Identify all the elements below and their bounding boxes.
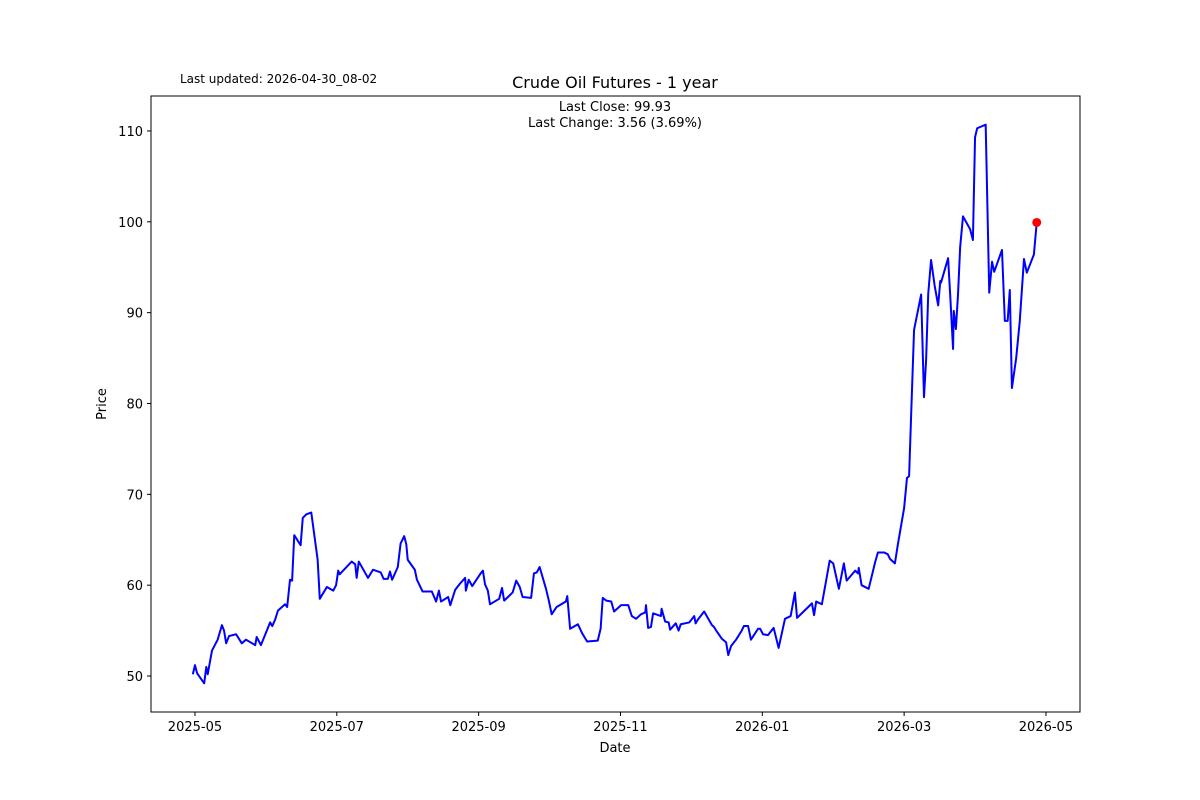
- x-tick-label: 2026-01: [735, 720, 789, 735]
- y-axis-label: Price: [95, 388, 110, 420]
- x-tick-label: 2025-09: [451, 720, 505, 735]
- last-close-marker: [1032, 217, 1042, 227]
- x-tick-label: 2025-07: [310, 720, 364, 735]
- x-tick-label: 2025-05: [168, 720, 222, 735]
- y-tick-label: 50: [126, 670, 143, 685]
- y-tick-label: 80: [126, 398, 143, 413]
- chart-title: Crude Oil Futures - 1 year: [512, 73, 718, 92]
- y-tick-label: 90: [126, 307, 143, 322]
- last-close: Last Close: 99.93: [559, 100, 671, 115]
- x-axis-label: Date: [599, 741, 630, 756]
- price-line: [191, 123, 1038, 685]
- plot-frame: [150, 95, 1081, 713]
- y-tick-label: 110: [118, 125, 143, 140]
- y-tick-label: 100: [118, 216, 143, 231]
- x-tick-label: 2026-05: [1019, 720, 1073, 735]
- y-tick-label: 70: [126, 488, 143, 503]
- x-tick-label: 2026-03: [877, 720, 931, 735]
- update-note: Last updated: 2026-04-30_08-02: [180, 72, 377, 86]
- x-tick-label: 2025-11: [593, 720, 647, 735]
- y-tick-label: 60: [126, 579, 143, 594]
- last-change: Last Change: 3.56 (3.69%): [528, 116, 702, 131]
